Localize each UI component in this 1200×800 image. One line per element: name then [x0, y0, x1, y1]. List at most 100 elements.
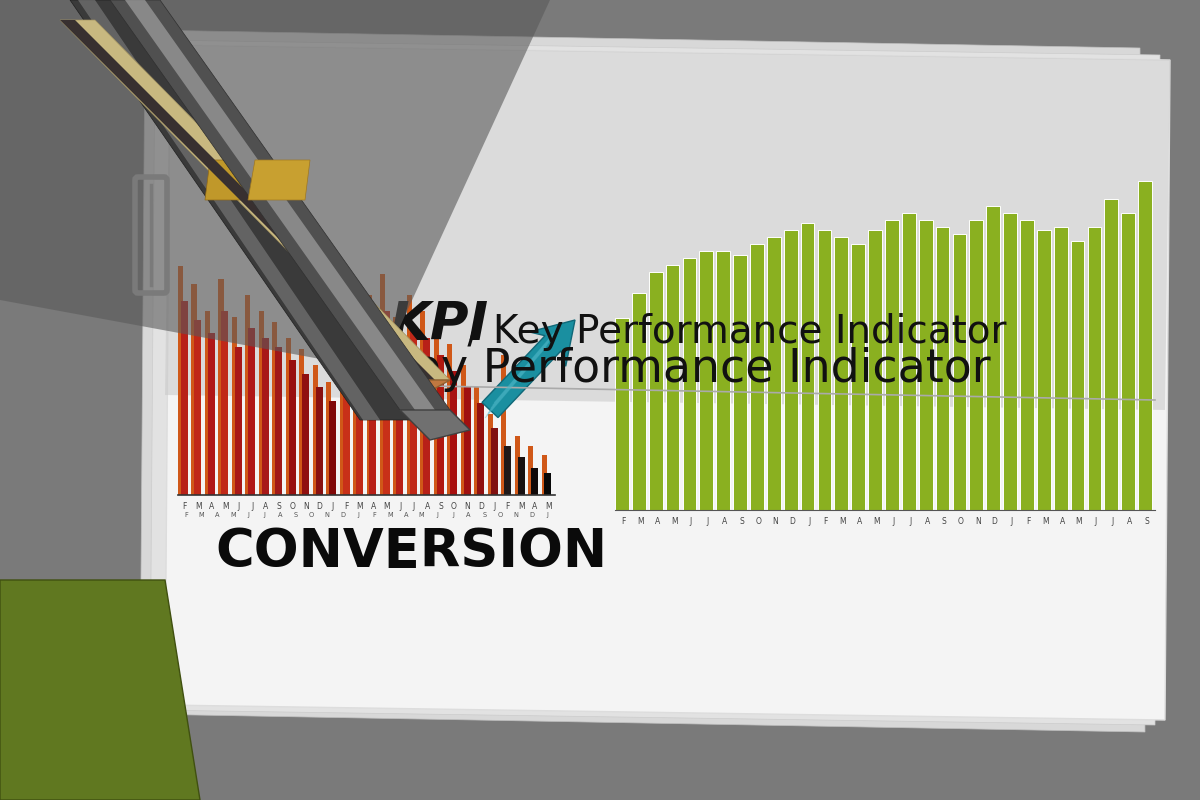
- Text: A: A: [371, 502, 376, 511]
- Polygon shape: [78, 0, 380, 420]
- Text: M: M: [874, 517, 880, 526]
- Bar: [181, 301, 188, 495]
- Bar: [868, 230, 882, 510]
- Text: M: M: [637, 517, 643, 526]
- Text: S: S: [942, 517, 947, 526]
- Text: A: A: [467, 512, 470, 518]
- Text: N: N: [773, 517, 778, 526]
- Bar: [1104, 198, 1118, 510]
- Bar: [919, 219, 932, 510]
- Bar: [970, 219, 983, 510]
- Bar: [353, 284, 358, 495]
- Bar: [986, 206, 1000, 510]
- Bar: [275, 346, 282, 495]
- Bar: [800, 223, 815, 510]
- Bar: [1020, 219, 1034, 510]
- Text: J: J: [1111, 517, 1114, 526]
- Polygon shape: [248, 160, 310, 200]
- Text: O: O: [289, 502, 295, 511]
- Bar: [262, 338, 269, 495]
- Polygon shape: [205, 160, 256, 200]
- Text: M: M: [518, 502, 524, 511]
- Text: J: J: [493, 502, 496, 511]
- Text: J: J: [707, 517, 709, 526]
- Polygon shape: [0, 0, 550, 370]
- Bar: [448, 344, 452, 495]
- Bar: [528, 446, 533, 495]
- Polygon shape: [140, 30, 1145, 732]
- Bar: [683, 258, 696, 510]
- Bar: [192, 284, 197, 495]
- Text: A: A: [263, 502, 268, 511]
- Polygon shape: [60, 20, 436, 380]
- Text: F: F: [344, 502, 348, 511]
- Text: J: J: [546, 512, 548, 518]
- Bar: [286, 338, 290, 495]
- Text: / Key Performance Indicator: / Key Performance Indicator: [455, 313, 1007, 351]
- Bar: [299, 349, 305, 495]
- Bar: [733, 254, 746, 510]
- Text: A: A: [857, 517, 863, 526]
- Text: A: A: [215, 512, 220, 518]
- Bar: [410, 328, 416, 495]
- Text: O: O: [497, 512, 503, 518]
- Bar: [437, 354, 444, 495]
- Bar: [750, 244, 764, 510]
- Bar: [380, 274, 385, 495]
- Text: F: F: [622, 517, 625, 526]
- Text: M: M: [388, 512, 392, 518]
- Polygon shape: [70, 0, 410, 420]
- Polygon shape: [0, 580, 200, 800]
- Bar: [1138, 181, 1152, 510]
- Text: M: M: [383, 502, 390, 511]
- Text: M: M: [1075, 517, 1082, 526]
- Bar: [616, 318, 629, 510]
- Bar: [851, 244, 865, 510]
- Bar: [342, 301, 349, 495]
- Bar: [784, 230, 798, 510]
- Text: J: J: [437, 512, 438, 518]
- Text: J: J: [808, 517, 810, 526]
- Bar: [248, 328, 256, 495]
- Bar: [434, 328, 439, 495]
- Bar: [232, 317, 236, 495]
- Text: A: A: [278, 512, 282, 518]
- Text: J: J: [1010, 517, 1013, 526]
- Bar: [517, 457, 524, 495]
- Text: O: O: [451, 502, 457, 511]
- Bar: [515, 435, 520, 495]
- Text: N: N: [974, 517, 980, 526]
- Text: A: A: [722, 517, 727, 526]
- Text: J: J: [413, 502, 415, 511]
- Text: N: N: [464, 502, 470, 511]
- Bar: [478, 403, 484, 495]
- Bar: [356, 319, 362, 495]
- Bar: [259, 311, 264, 495]
- Polygon shape: [110, 0, 450, 410]
- Text: S: S: [482, 512, 486, 518]
- Text: J: J: [893, 517, 894, 526]
- Text: O: O: [756, 517, 761, 526]
- Bar: [272, 322, 277, 495]
- Bar: [936, 226, 949, 510]
- Text: F: F: [372, 512, 377, 518]
- Bar: [649, 272, 662, 510]
- Text: F: F: [505, 502, 510, 511]
- Text: D: D: [991, 517, 997, 526]
- Bar: [700, 251, 713, 510]
- Text: J: J: [264, 512, 265, 518]
- Text: M: M: [222, 502, 228, 511]
- Bar: [394, 317, 398, 495]
- Text: O: O: [308, 512, 314, 518]
- Bar: [245, 295, 251, 495]
- Text: J: J: [251, 502, 253, 511]
- Polygon shape: [415, 380, 450, 390]
- FancyArrow shape: [482, 320, 575, 418]
- Text: A: A: [1127, 517, 1133, 526]
- Bar: [532, 468, 538, 495]
- Bar: [383, 311, 390, 495]
- Text: J: J: [400, 502, 401, 511]
- Bar: [366, 295, 372, 495]
- Text: N: N: [325, 512, 330, 518]
- Bar: [632, 293, 646, 510]
